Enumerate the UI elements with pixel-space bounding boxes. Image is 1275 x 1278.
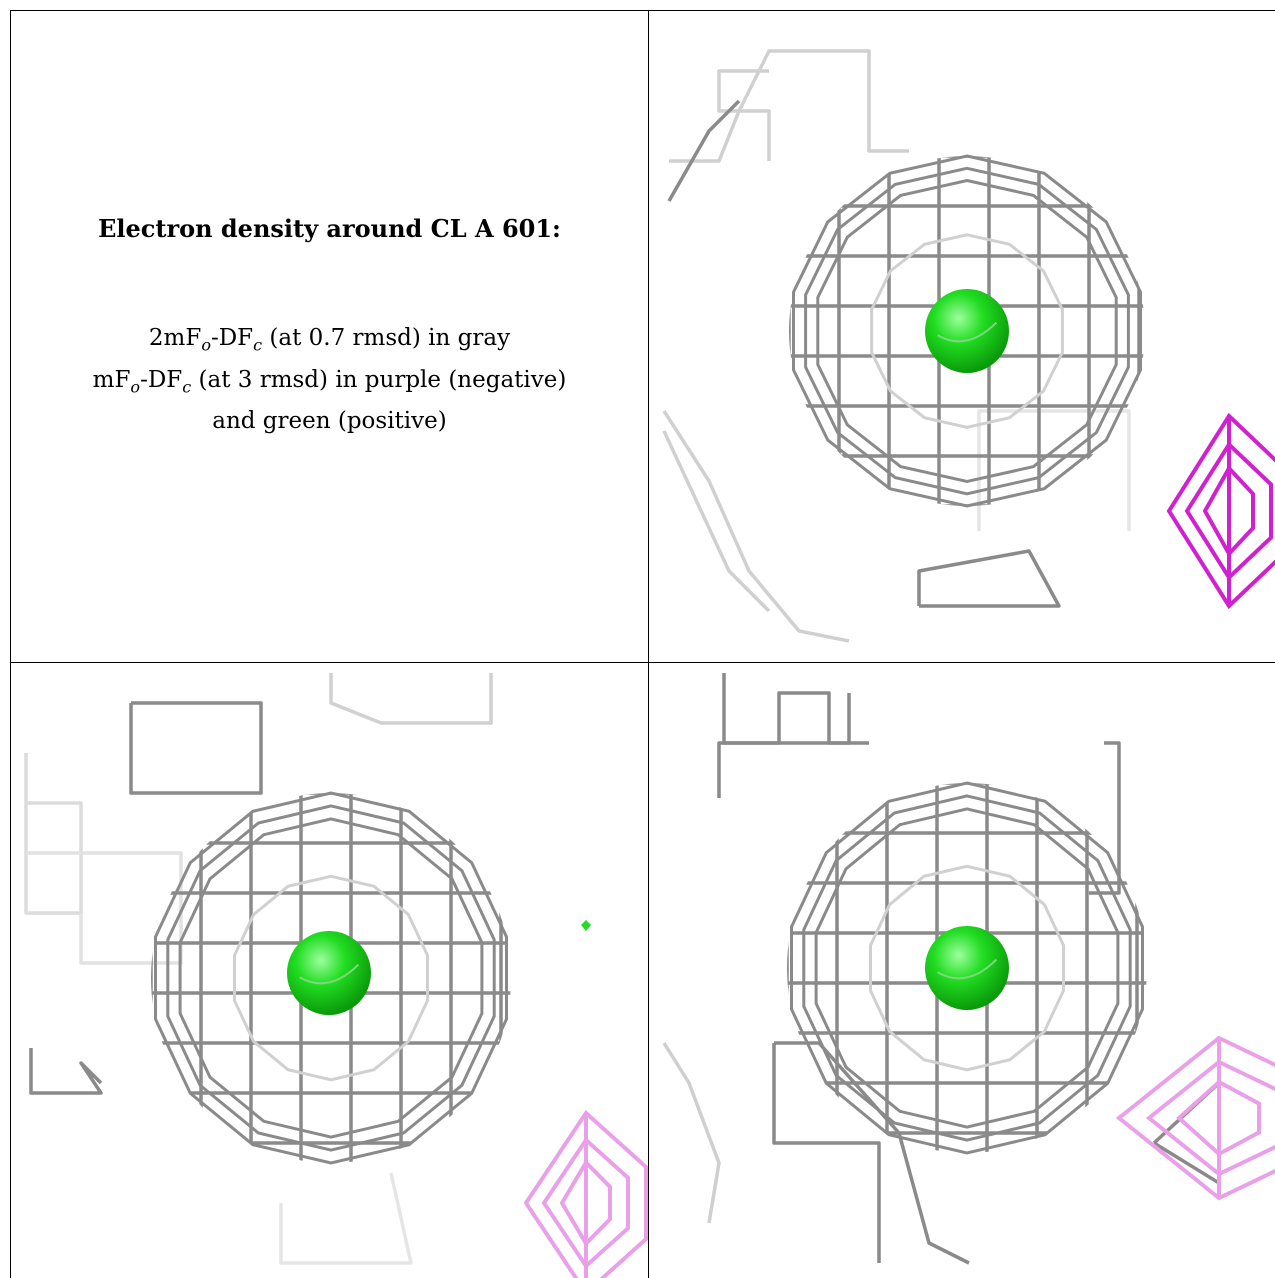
border-middle: [10, 662, 1275, 663]
density-mesh-ring: [870, 233, 1064, 429]
fragment-mesh: [1089, 741, 1121, 895]
fragment-mesh: [772, 1043, 881, 1263]
view-bottom-right: [649, 663, 1275, 1278]
border-center: [648, 10, 649, 1278]
sphere-highlight: [937, 321, 998, 343]
fragment-mesh: [917, 549, 1061, 608]
caption-line-3: and green (positive): [212, 408, 447, 435]
negative-density-mesh: [1115, 1035, 1275, 1201]
fragment-mesh: [717, 693, 851, 798]
caption-cell: Electron density around CL A 601: 2mFo-D…: [11, 11, 648, 662]
density-mesh-ring: [178, 817, 484, 1139]
fragment-mesh: [717, 69, 771, 161]
caption-description: 2mFo-DFc (at 0.7 rmsd) in gray mFo-DFc (…: [11, 321, 648, 438]
density-mesh-ring: [792, 154, 1142, 508]
fragment-mesh: [29, 1048, 103, 1095]
fragment-mesh: [24, 753, 83, 915]
density-view-svg: [662, 673, 1275, 1265]
negative-density-mesh: [523, 1109, 648, 1278]
fragment-mesh: [662, 410, 850, 643]
fragment-mesh: [26, 851, 183, 965]
density-mesh-ring: [802, 794, 1132, 1142]
fragment-mesh: [279, 1172, 413, 1265]
fragment-mesh: [977, 409, 1131, 531]
density-mesh-ring: [814, 807, 1120, 1129]
sphere-highlight: [937, 958, 998, 980]
chloride-ion-sphere: [287, 931, 371, 1015]
caption-title: Electron density around CL A 601:: [98, 214, 561, 243]
sphere-highlight: [299, 963, 360, 985]
density-mesh-ring: [790, 781, 1144, 1155]
density-mesh-ring: [816, 178, 1118, 484]
density-mesh-ring: [869, 864, 1065, 1072]
density-view-svg: [24, 673, 648, 1278]
caption-line-2: mFo-DFc (at 3 rmsd) in purple (negative): [92, 366, 567, 397]
fragment-mesh: [774, 1041, 970, 1265]
fragment-mesh: [669, 49, 909, 163]
fragment-mesh: [662, 1042, 721, 1224]
positive-density-dot: [581, 920, 591, 931]
view-top-right: [649, 11, 1275, 662]
density-view-svg: [662, 49, 1275, 643]
fragment-mesh: [329, 673, 493, 725]
fragment-mesh: [662, 430, 771, 613]
fragment-mesh: [667, 99, 741, 202]
density-mesh-ring: [233, 874, 429, 1082]
view-bottom-left: [11, 663, 648, 1278]
fragment-mesh: [129, 701, 263, 795]
border-top: [10, 10, 1275, 11]
caption-line-1: 2mFo-DFc (at 0.7 rmsd) in gray: [148, 325, 511, 355]
density-mesh-ring: [154, 791, 508, 1165]
border-left: [10, 10, 11, 1278]
chloride-ion-sphere: [925, 289, 1009, 373]
density-mesh-ring: [804, 166, 1130, 496]
negative-density-mesh: [1166, 412, 1275, 610]
chloride-ion-sphere: [925, 926, 1009, 1010]
density-mesh-ring: [166, 804, 496, 1152]
